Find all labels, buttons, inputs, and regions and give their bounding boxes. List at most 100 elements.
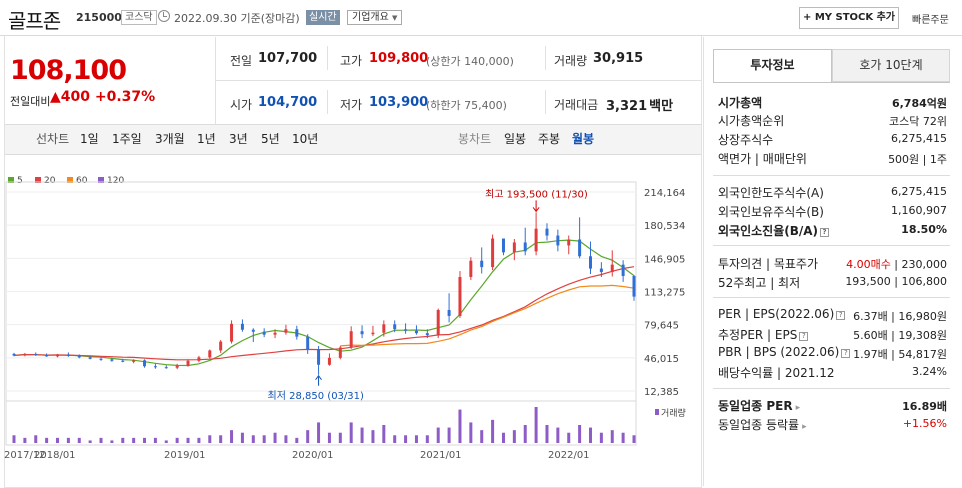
quick-order-link[interactable]: 빠른주문: [912, 15, 949, 26]
candle-body: [251, 329, 255, 332]
company-overview-dropdown[interactable]: 기업개요 ▼: [347, 10, 403, 25]
volume-bar: [567, 432, 571, 443]
volume-bar: [447, 427, 451, 443]
volume-bar: [469, 422, 473, 443]
per-2-label[interactable]: PBR | BPS (2022.06)?: [718, 345, 851, 359]
info-b-2-value: 18.50%: [901, 223, 947, 236]
period-3m[interactable]: 3개월: [155, 132, 185, 146]
candle-body: [295, 329, 299, 337]
volume-bar: [371, 430, 375, 443]
my-stock-add-button[interactable]: + MY STOCK 추가: [799, 7, 899, 29]
change-amount: ▲400 +0.37%: [50, 89, 155, 105]
candle-body: [56, 354, 60, 357]
industry-rate-value: +1.56%: [902, 417, 947, 430]
volume-bar: [251, 435, 255, 443]
candle-body: [77, 355, 81, 358]
candle-body: [360, 331, 364, 335]
volume-bar: [436, 427, 440, 443]
ma60-line: [340, 284, 635, 347]
period-10y[interactable]: 10년: [292, 132, 319, 146]
candle-body: [414, 330, 418, 334]
period-3y[interactable]: 3년: [229, 132, 248, 146]
info-b-2-label[interactable]: 외국인소진율(B/A)?: [718, 222, 830, 239]
candle-body: [578, 239, 582, 257]
tab-order-book[interactable]: 호가 10단계: [832, 49, 950, 82]
candle-body: [425, 333, 429, 336]
volume-bar: [56, 437, 60, 443]
info-a-3-value: 500원 | 1주: [888, 153, 947, 166]
candle-weekly[interactable]: 주봉: [538, 132, 561, 146]
volume-bar: [599, 432, 603, 443]
candle-body: [588, 256, 592, 269]
volume-bar: [219, 435, 223, 443]
period-5y[interactable]: 5년: [261, 132, 280, 146]
info-b-0-label: 외국인한도주식수(A): [718, 186, 824, 200]
volume-bar: [45, 437, 49, 443]
y-tick-label: 46,015: [644, 354, 679, 365]
period-toolbar: [5, 124, 701, 155]
info-a-3-label: 액면가 | 매매단위: [718, 152, 807, 166]
x-tick-label: 2020/01: [292, 450, 334, 461]
tab-underline: [713, 82, 950, 83]
volume-bar: [262, 435, 266, 443]
candle-body: [208, 350, 212, 358]
help-icon[interactable]: ?: [799, 332, 809, 341]
ma5-line: [13, 239, 635, 367]
low-value: 103,900: [369, 95, 429, 110]
high-annotation: 최고 193,500 (11/30): [485, 188, 588, 200]
volume-bar: [240, 432, 244, 443]
period-1d[interactable]: 1일: [80, 132, 99, 146]
open-label: 시가: [230, 98, 253, 112]
candle-body: [338, 347, 342, 358]
candle-body: [610, 264, 614, 273]
divider: [713, 245, 950, 246]
volume-bar: [143, 437, 147, 443]
volume-bar: [99, 437, 103, 443]
realtime-button[interactable]: 실시간: [306, 10, 340, 25]
opinion-value: 4.00매수 | 230,000: [846, 258, 947, 271]
candle-body: [621, 264, 625, 276]
legend-ma60: 60: [67, 176, 87, 186]
high-label: 고가: [340, 54, 363, 68]
volume-bar: [338, 432, 342, 443]
divider: [545, 90, 546, 114]
volume-bar: [632, 435, 636, 443]
x-tick-label: 2017/12: [4, 450, 46, 461]
volume-bar: [317, 422, 321, 443]
period-1y[interactable]: 1년: [197, 132, 216, 146]
legend-ma60-label: 60: [76, 176, 88, 186]
per-0-label[interactable]: PER | EPS(2022.06)?: [718, 307, 846, 321]
help-icon[interactable]: ?: [820, 228, 830, 237]
volume-bar: [12, 435, 16, 443]
volume-bar: [77, 437, 81, 443]
tab-investment-info[interactable]: 투자정보: [713, 49, 832, 82]
amount-unit: 백만: [649, 99, 674, 114]
volume-legend-swatch: [655, 409, 659, 415]
prev-value: 107,700: [258, 51, 318, 66]
y-tick-label: 79,645: [644, 321, 679, 332]
help-icon[interactable]: ?: [836, 311, 846, 320]
lower-limit: (하한가 75,400): [426, 99, 507, 112]
per-1-label[interactable]: 추정PER | EPS?: [718, 326, 809, 343]
volume-frame: [5, 400, 637, 446]
candle-monthly[interactable]: 월봉: [572, 132, 595, 146]
help-icon[interactable]: ?: [841, 349, 851, 358]
y-tick-label: 12,385: [644, 387, 679, 398]
chevron-right-icon: ▸: [795, 403, 801, 413]
price-chart[interactable]: 214,164 180,534 146,905 113,275 79,645 46,015…: [0, 0, 700, 486]
line-chart-label: 선차트: [36, 132, 70, 146]
info-a-2-label: 상장주식수: [718, 133, 774, 147]
info-a-0-value: 6,784억원: [891, 97, 947, 110]
candle-daily[interactable]: 일봉: [504, 132, 527, 146]
amount-number: 3,321: [606, 99, 648, 114]
y-tick-label: 146,905: [644, 254, 685, 265]
candle-body: [132, 360, 136, 362]
candle-body: [458, 276, 462, 316]
period-1w[interactable]: 1주일: [112, 132, 142, 146]
low-label: 저가: [340, 98, 363, 112]
opinion-label: 투자의견 | 목표주가: [718, 257, 818, 271]
amount-value: 3,321 백만: [606, 95, 673, 114]
per-3-value: 3.24%: [912, 365, 947, 378]
volume-bar: [186, 437, 190, 443]
low-arrow-head: [315, 374, 322, 381]
